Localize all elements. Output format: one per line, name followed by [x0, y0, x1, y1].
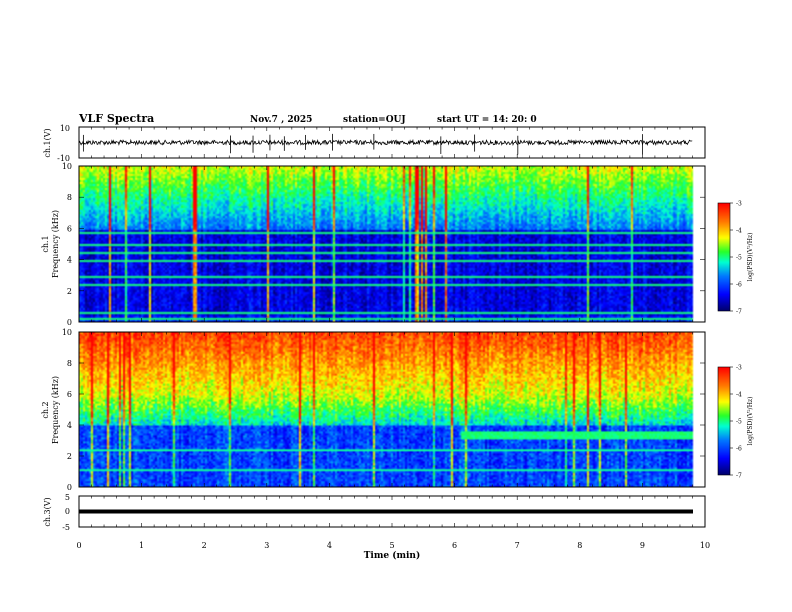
colorbar-tick-label: -5: [736, 255, 742, 262]
spectrogram-ytick-label: 10: [62, 162, 72, 171]
ch1-spectrogram-yticks: 0 2 4 6 8 10: [62, 162, 705, 327]
colorbar-tick-label: -7: [736, 309, 742, 316]
ch3-waveform-trace: [79, 509, 693, 514]
ch1-spectrogram-ylabel-1: ch.1: [41, 235, 50, 252]
spectrogram-ytick-label: 8: [67, 359, 72, 368]
spectrogram-ytick-label: 0: [67, 483, 72, 492]
spectrogram-ytick-label: 0: [67, 318, 72, 327]
time-tick-label: 9: [640, 541, 645, 550]
time-tick-label: 0: [76, 541, 81, 550]
spectrogram-ytick-label: 4: [67, 256, 72, 265]
time-tick-label: 10: [700, 541, 710, 550]
ch2-spectrogram-ylabel-1: ch.2: [41, 401, 50, 418]
time-tick-label: 5: [389, 541, 394, 550]
ch2-spectrogram-yticks: 0 2 4 6 8 10: [62, 328, 705, 492]
time-tick-label: 2: [202, 541, 207, 550]
ch2-colorbar-label: log(PSD)(V²/Hz): [747, 397, 754, 446]
time-tick-label: 8: [577, 541, 582, 550]
ch1-waveform-panel: 10 -10 ch.1(V): [43, 124, 706, 163]
spectrogram-ytick-label: 10: [62, 328, 72, 337]
spectrogram-ytick-label: 8: [67, 193, 72, 202]
date-label: Nov.7 , 2025: [250, 115, 312, 125]
ch1-colorbar-label: log(PSD)(V²/Hz): [747, 233, 754, 282]
time-tick-label: 4: [327, 541, 332, 550]
colorbar-tick-label: -6: [736, 446, 742, 453]
time-tick-label: 7: [515, 541, 520, 550]
spectrogram-ytick-label: 6: [67, 224, 72, 233]
spectrogram-ytick-label: 2: [67, 452, 72, 461]
time-tick-label: 3: [264, 541, 269, 550]
time-axis-label: Time (min): [364, 550, 421, 561]
ch3-ytick-bottom: -5: [62, 523, 70, 532]
start-ut-label: start UT = 14: 20: 0: [437, 115, 537, 125]
ch1-colorbar: [718, 203, 730, 311]
station-label: station=OUJ: [343, 115, 406, 125]
time-axis-tick-labels: 0 1 2 3 4 5 6 7 8 9 10: [76, 541, 710, 550]
colorbar-tick-label: -3: [736, 201, 742, 208]
ch3-ytick-mid: 0: [65, 507, 70, 516]
ch1-spectrogram-ylabel-2: Frequency (kHz): [51, 210, 60, 278]
spectrogram-ytick-label: 6: [67, 390, 72, 399]
ch1-ytick-top: 10: [60, 124, 70, 133]
ch3-waveform-ylabel: ch.3(V): [43, 497, 52, 526]
ch3-waveform-panel: 5 0 -5 ch.3(V): [43, 493, 706, 532]
figure-title: VLF Spectra: [78, 112, 154, 125]
colorbar-tick-label: -3: [736, 365, 742, 372]
ch2-spectrogram-ylabel-2: Frequency (kHz): [51, 376, 60, 444]
ch1-waveform-trace: [78, 133, 693, 155]
ch1-spectrogram-image: [79, 166, 705, 322]
spectrogram-ytick-label: 4: [67, 421, 72, 430]
spectrogram-ytick-label: 2: [67, 287, 72, 296]
colorbar-tick-label: -4: [736, 228, 742, 235]
ch1-waveform-line: [78, 138, 693, 147]
ch2-colorbar-ticks: -3 -4 -5 -6 -7: [730, 365, 742, 480]
time-tick-label: 1: [139, 541, 144, 550]
colorbar-tick-label: -7: [736, 473, 742, 480]
ch3-ytick-top: 5: [65, 493, 70, 502]
time-axis-ticks: [78, 127, 706, 527]
time-tick-label: 6: [452, 541, 457, 550]
ch1-colorbar-ticks: -3 -4 -5 -6 -7: [730, 201, 742, 316]
colorbar-tick-label: -5: [736, 419, 742, 426]
ch1-waveform-ylabel: ch.1(V): [43, 128, 52, 157]
ch2-colorbar: [718, 367, 730, 475]
colorbar-tick-label: -6: [736, 282, 742, 289]
ch1-ytick-bottom: -10: [57, 154, 70, 163]
colorbar-tick-label: -4: [736, 392, 742, 399]
ch2-spectrogram-image: [79, 332, 705, 487]
